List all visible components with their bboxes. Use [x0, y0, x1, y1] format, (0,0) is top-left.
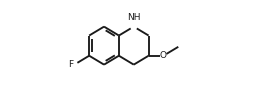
- Text: NH: NH: [127, 13, 141, 22]
- Text: F: F: [69, 60, 74, 69]
- Text: O: O: [160, 51, 167, 60]
